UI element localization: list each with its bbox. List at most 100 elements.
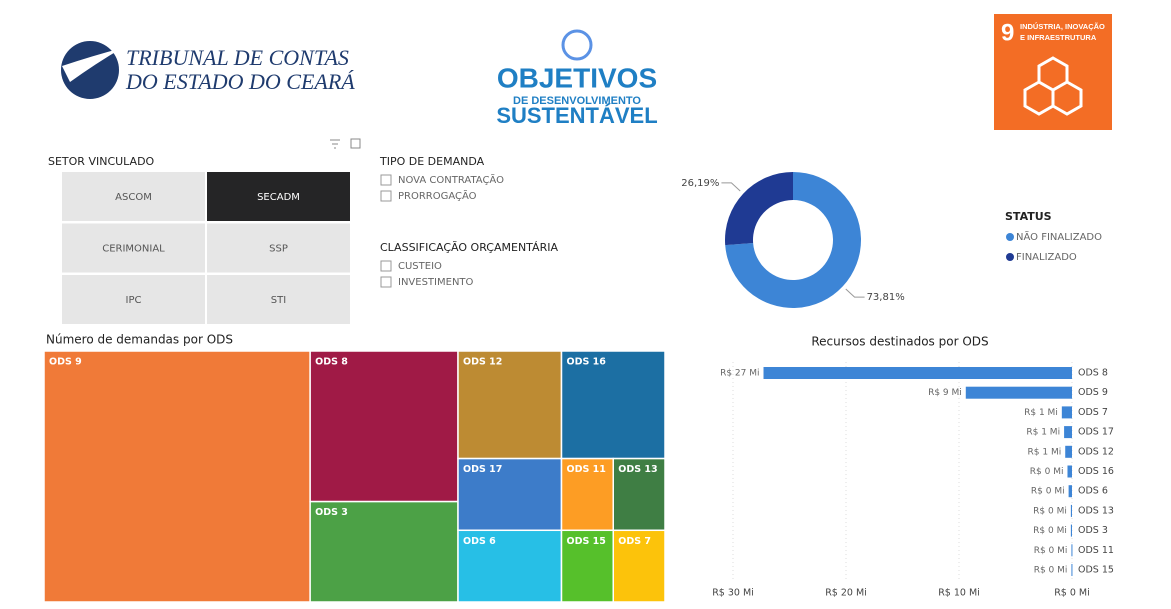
data-label: 26,19% <box>681 178 719 189</box>
tile-label: ODS 11 <box>567 464 606 475</box>
data-label: R$ 9 Mi <box>928 388 962 398</box>
category-label: ODS 16 <box>1078 466 1114 477</box>
tce-logo: TRIBUNAL DE CONTAS DO ESTADO DO CEARÁ <box>61 41 355 99</box>
data-label: R$ 1 Mi <box>1026 428 1060 438</box>
slicer-option[interactable]: ASCOM <box>115 192 152 203</box>
x-tick-label: R$ 30 Mi <box>712 588 754 599</box>
legend-label: NÃO FINALIZADO <box>1016 230 1102 243</box>
treemap-tile[interactable] <box>43 350 311 603</box>
category-label: ODS 8 <box>1078 368 1108 379</box>
treemap-tile[interactable] <box>560 350 666 460</box>
checkbox-label[interactable]: NOVA CONTRATAÇÃO <box>398 173 504 186</box>
ods-logo: OBJETIVOS DE DESENVOLVIMENTO SUSTENTÁVEL <box>496 29 658 128</box>
bar[interactable] <box>1071 544 1073 557</box>
x-tick-label: R$ 0 Mi <box>1054 588 1090 599</box>
slicer-option[interactable]: SSP <box>269 244 288 255</box>
bar[interactable] <box>763 367 1072 379</box>
tile-label: ODS 15 <box>567 536 606 547</box>
sdg-label: INDÚSTRIA, INOVAÇÃO <box>1020 22 1105 31</box>
ods-title: OBJETIVOS <box>497 62 657 93</box>
checkbox-label[interactable]: PRORROGAÇÃO <box>398 189 477 202</box>
checkbox[interactable] <box>380 260 392 272</box>
slicer-tile[interactable] <box>207 223 350 273</box>
tile-label: ODS 9 <box>49 357 82 368</box>
data-label: 73,81% <box>867 292 905 303</box>
chart-title: Número de demandas por ODS <box>46 333 233 347</box>
tile-label: ODS 7 <box>618 536 651 547</box>
slicer-option[interactable]: SECADM <box>257 192 300 203</box>
category-label: ODS 9 <box>1078 387 1108 398</box>
legend-marker <box>1006 253 1014 261</box>
slicer-option[interactable]: IPC <box>126 295 142 306</box>
treemap-tile[interactable] <box>457 529 563 603</box>
category-label: ODS 6 <box>1078 486 1108 497</box>
focus-icon[interactable] <box>350 138 361 149</box>
sdg-badge: 9 INDÚSTRIA, INOVAÇÃO E INFRAESTRUTURA <box>994 14 1112 130</box>
slicer-option[interactable]: CERIMONIAL <box>102 244 165 255</box>
x-tick-label: R$ 10 Mi <box>938 588 980 599</box>
sdg-box <box>994 14 1112 130</box>
checkbox-label[interactable]: INVESTIMENTO <box>398 277 474 288</box>
bar[interactable] <box>1071 564 1073 576</box>
treemap-tile[interactable] <box>309 500 459 603</box>
ods-subtitle: DE DESENVOLVIMENTO <box>513 95 641 107</box>
bar[interactable] <box>965 386 1072 399</box>
visual-icons[interactable] <box>330 138 361 149</box>
slicer-tile[interactable] <box>62 172 205 221</box>
slicer-tile[interactable] <box>207 275 350 324</box>
org-name: TRIBUNAL DE CONTAS <box>126 45 349 70</box>
checkbox[interactable] <box>380 190 392 202</box>
leader-line <box>721 182 741 192</box>
bar[interactable] <box>1068 485 1072 498</box>
bar[interactable] <box>1064 426 1072 439</box>
data-label: R$ 0 Mi <box>1033 526 1067 536</box>
bar[interactable] <box>1061 406 1072 419</box>
treemap-tile[interactable] <box>560 457 614 532</box>
slicer-tile[interactable] <box>207 172 350 221</box>
donut-slice <box>725 172 793 246</box>
slicer-option[interactable]: STI <box>271 295 286 306</box>
tile-label: ODS 3 <box>315 507 348 518</box>
category-label: ODS 7 <box>1078 407 1108 418</box>
tile-label: ODS 13 <box>618 464 657 475</box>
org-name: DO ESTADO DO CEARÁ <box>125 69 355 94</box>
data-label: R$ 0 Mi <box>1033 506 1067 516</box>
filter-icon[interactable] <box>330 139 340 149</box>
legend-marker <box>1006 233 1014 241</box>
bar[interactable] <box>1070 504 1072 517</box>
treemap-tile[interactable] <box>309 350 459 503</box>
sdg-number: 9 <box>1001 19 1014 46</box>
data-label: R$ 0 Mi <box>1030 467 1064 477</box>
data-label: R$ 0 Mi <box>1034 546 1068 556</box>
filter-title: TIPO DE DEMANDA <box>379 155 485 168</box>
donut-slice <box>725 172 861 308</box>
sdg-icon <box>1023 56 1083 116</box>
data-label: R$ 0 Mi <box>1031 487 1065 497</box>
checkbox[interactable] <box>380 174 392 186</box>
bar[interactable] <box>1070 524 1072 537</box>
data-label: R$ 1 Mi <box>1024 408 1058 418</box>
data-label: R$ 1 Mi <box>1028 447 1062 457</box>
bar[interactable] <box>1065 445 1072 458</box>
bar[interactable] <box>1067 465 1072 478</box>
category-label: ODS 12 <box>1078 446 1114 457</box>
category-label: ODS 13 <box>1078 505 1114 516</box>
slicer-tile[interactable] <box>62 223 205 273</box>
tile-label: ODS 12 <box>463 357 502 368</box>
tile-label: ODS 16 <box>567 357 607 368</box>
x-tick-label: R$ 20 Mi <box>825 588 867 599</box>
filter-title: CLASSIFICAÇÃO ORÇAMENTÁRIA <box>380 241 558 254</box>
ods-subtitle: SUSTENTÁVEL <box>496 103 657 128</box>
category-label: ODS 11 <box>1078 545 1114 556</box>
checkbox[interactable] <box>380 276 392 288</box>
category-label: ODS 3 <box>1078 525 1108 536</box>
checkbox-label[interactable]: CUSTEIO <box>398 261 442 272</box>
treemap-tile[interactable] <box>612 529 666 603</box>
data-label: R$ 0 Mi <box>1034 566 1068 576</box>
slicer-tile[interactable] <box>62 275 205 324</box>
leader-line <box>845 288 865 298</box>
category-label: ODS 17 <box>1078 427 1114 438</box>
tile-label: ODS 8 <box>315 357 348 368</box>
tile-label: ODS 17 <box>463 464 502 475</box>
